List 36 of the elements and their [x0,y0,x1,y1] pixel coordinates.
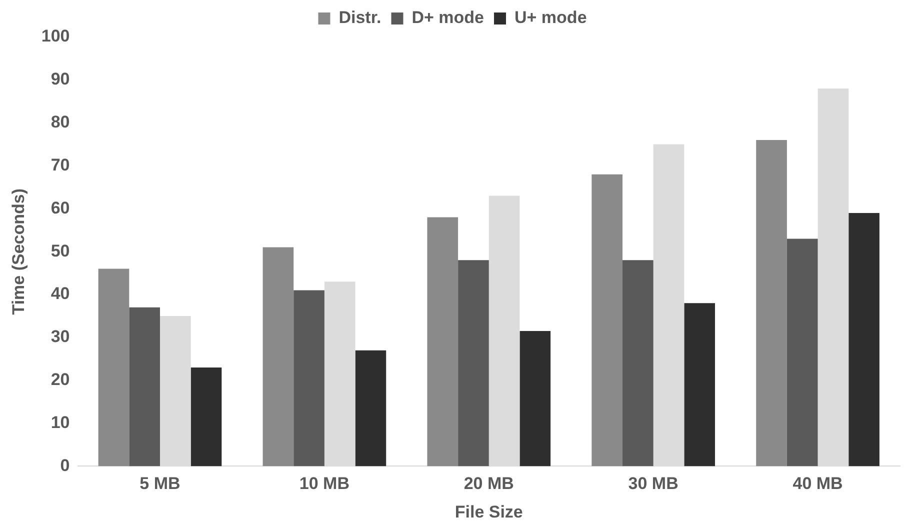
bar [458,260,489,466]
y-tick-label: 60 [50,198,70,218]
y-tick-label: 0 [60,456,70,475]
bar [684,303,715,466]
y-tick-label: 10 [50,412,70,432]
bar [756,140,787,466]
y-tick-label: 90 [50,70,70,89]
bar [129,307,160,466]
y-tick-label: 70 [50,155,70,174]
legend-label: D+ mode [412,8,484,28]
x-tick-label: 5 MB [140,474,180,494]
legend-label: U+ mode [514,8,587,28]
bar [355,350,386,466]
bar [427,217,458,466]
y-tick-label: 30 [50,327,70,346]
y-tick-label: 50 [50,241,70,260]
y-tick-label: 100 [41,26,70,46]
x-axis-title: File Size [454,502,523,522]
y-tick-label: 80 [50,112,70,132]
bar [262,247,294,466]
bar [520,331,551,466]
bar [294,290,324,466]
x-tick-label: 40 MB [792,474,843,494]
bar [98,268,130,466]
y-tick-label: 40 [50,284,70,304]
y-axis-title: Time (Seconds) [8,188,28,315]
bar [592,174,622,466]
x-tick-label: 20 MB [464,474,514,494]
x-tick-label: 10 MB [299,474,350,494]
x-tick-label: 30 MB [628,474,678,494]
y-tick-label: 20 [50,370,70,390]
bar [848,212,880,466]
bar [190,367,222,466]
legend-label: Distr. [338,8,382,28]
bar [786,238,818,466]
bar [622,260,654,466]
